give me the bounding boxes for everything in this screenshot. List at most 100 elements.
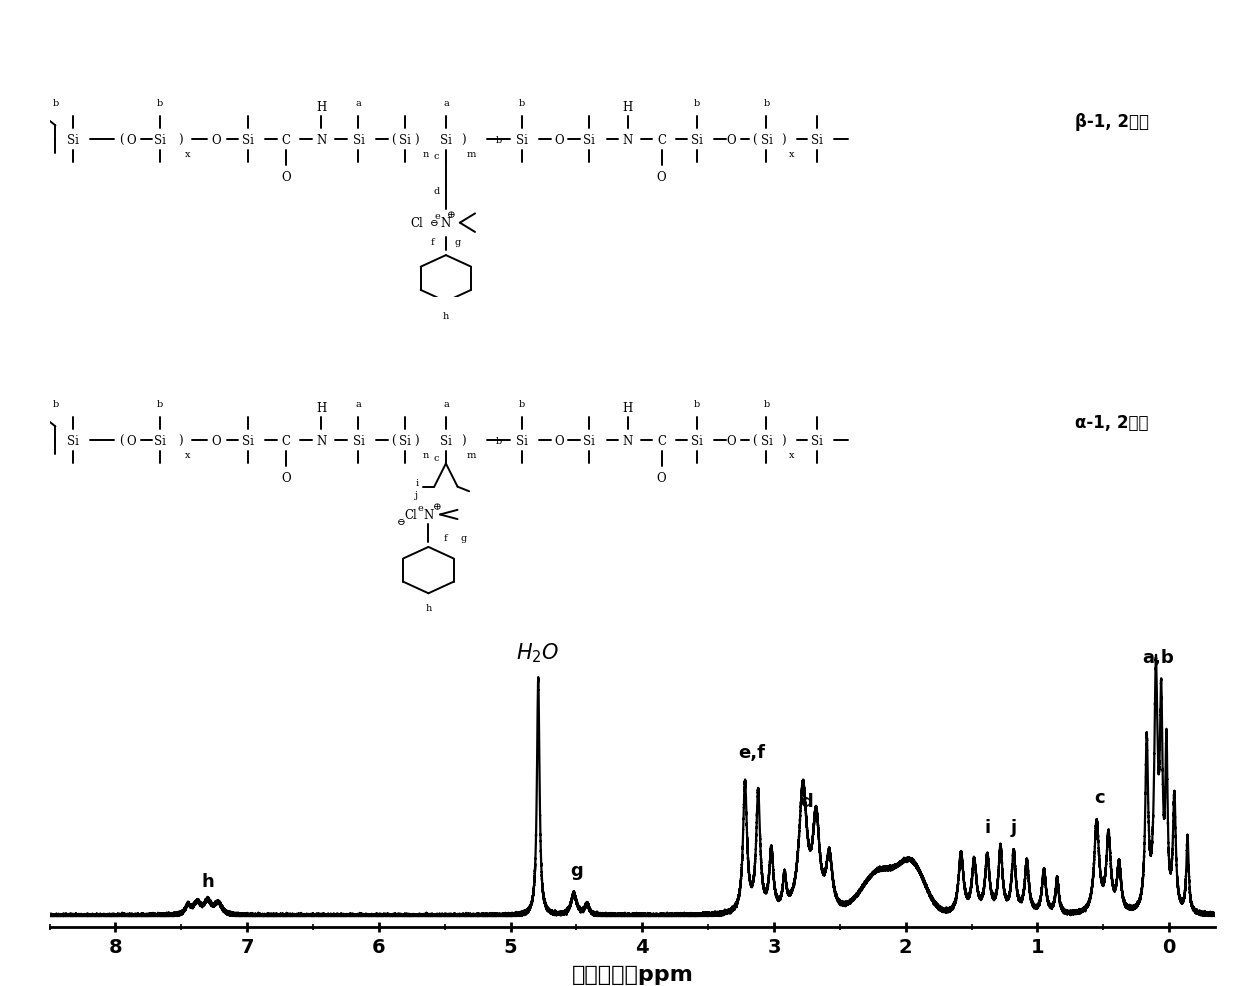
Text: Si: Si: [811, 435, 822, 448]
Text: C: C: [657, 134, 666, 147]
Text: Si: Si: [399, 134, 410, 147]
Text: O: O: [212, 134, 221, 147]
Text: e,f: e,f: [738, 743, 765, 761]
Text: m: m: [466, 451, 476, 459]
Text: Si: Si: [516, 435, 527, 448]
Text: Si: Si: [583, 435, 595, 448]
Text: $H_2O$: $H_2O$: [516, 641, 559, 665]
Text: Si: Si: [811, 134, 822, 147]
Text: (: (: [753, 435, 758, 448]
Text: c: c: [434, 453, 439, 462]
Text: e: e: [435, 212, 440, 221]
Text: c: c: [434, 152, 439, 162]
Text: N: N: [440, 217, 451, 230]
Text: a: a: [443, 99, 449, 107]
Text: h: h: [201, 873, 215, 890]
Text: β-1, 2加成: β-1, 2加成: [1075, 112, 1149, 130]
Text: ): ): [414, 134, 419, 147]
Text: ⊕: ⊕: [448, 212, 456, 221]
Text: Si: Si: [242, 134, 254, 147]
Text: (: (: [119, 435, 124, 448]
Text: j: j: [1011, 818, 1017, 836]
Text: O: O: [126, 435, 136, 448]
Text: ⊖: ⊖: [397, 518, 405, 527]
Text: O: O: [657, 471, 666, 484]
Text: n: n: [423, 150, 429, 159]
Text: N: N: [622, 134, 632, 147]
Text: ): ): [781, 134, 786, 147]
Text: b: b: [52, 99, 58, 107]
X-axis label: 化学位移，ppm: 化学位移，ppm: [572, 964, 693, 984]
Text: Si: Si: [352, 134, 365, 147]
Text: Si: Si: [583, 134, 595, 147]
Text: N: N: [423, 509, 434, 522]
Text: Si: Si: [67, 134, 79, 147]
Text: O: O: [727, 134, 737, 147]
Text: α-1, 2加成: α-1, 2加成: [1075, 413, 1148, 431]
Text: C: C: [281, 134, 290, 147]
Text: Si: Si: [760, 134, 773, 147]
Text: i: i: [415, 478, 418, 487]
Text: f: f: [444, 533, 448, 542]
Text: H: H: [316, 102, 326, 114]
Text: h: h: [425, 603, 432, 612]
Text: a: a: [443, 399, 449, 408]
Text: Si: Si: [760, 435, 773, 448]
Text: g: g: [454, 238, 461, 246]
Text: ⊕: ⊕: [433, 503, 443, 512]
Text: b: b: [157, 99, 164, 107]
Text: N: N: [316, 435, 326, 448]
Text: (: (: [753, 134, 758, 147]
Text: b: b: [764, 399, 770, 408]
Text: x: x: [185, 451, 190, 459]
Text: b: b: [495, 136, 501, 145]
Text: ): ): [414, 435, 419, 448]
Text: j: j: [415, 490, 418, 499]
Text: O: O: [281, 171, 291, 183]
Text: b: b: [157, 399, 164, 408]
Text: C: C: [657, 435, 666, 448]
Text: ): ): [177, 435, 182, 448]
Text: Si: Si: [691, 134, 702, 147]
Text: x: x: [790, 451, 795, 459]
Text: b: b: [495, 437, 501, 446]
Text: h: h: [443, 312, 449, 320]
Text: (: (: [119, 134, 124, 147]
Text: Si: Si: [242, 435, 254, 448]
Text: C: C: [281, 435, 290, 448]
Text: Si: Si: [155, 134, 166, 147]
Text: c: c: [1094, 789, 1105, 807]
Text: x: x: [185, 150, 190, 159]
Text: a,b: a,b: [1143, 649, 1174, 667]
Text: O: O: [212, 435, 221, 448]
Text: (: (: [391, 134, 396, 147]
Text: Si: Si: [440, 134, 451, 147]
Text: f: f: [430, 238, 434, 246]
Text: d: d: [434, 186, 440, 195]
Text: Si: Si: [399, 435, 410, 448]
Text: H: H: [316, 402, 326, 415]
Text: g: g: [570, 862, 583, 880]
Text: b: b: [764, 99, 770, 107]
Text: x: x: [790, 150, 795, 159]
Text: O: O: [126, 134, 136, 147]
Text: ⊖: ⊖: [430, 219, 439, 228]
Text: Cl: Cl: [410, 217, 423, 230]
Text: Si: Si: [691, 435, 702, 448]
Text: e: e: [418, 503, 423, 512]
Text: O: O: [281, 471, 291, 484]
Text: O: O: [554, 134, 564, 147]
Text: d: d: [801, 793, 813, 810]
Text: b: b: [52, 399, 58, 408]
Text: N: N: [316, 134, 326, 147]
Text: i: i: [985, 818, 991, 836]
Text: (: (: [391, 435, 396, 448]
Text: a: a: [356, 399, 361, 408]
Text: b: b: [693, 99, 699, 107]
Text: b: b: [518, 399, 525, 408]
Text: m: m: [466, 150, 476, 159]
Text: Si: Si: [516, 134, 527, 147]
Text: Si: Si: [352, 435, 365, 448]
Text: O: O: [657, 171, 666, 183]
Text: Si: Si: [67, 435, 79, 448]
